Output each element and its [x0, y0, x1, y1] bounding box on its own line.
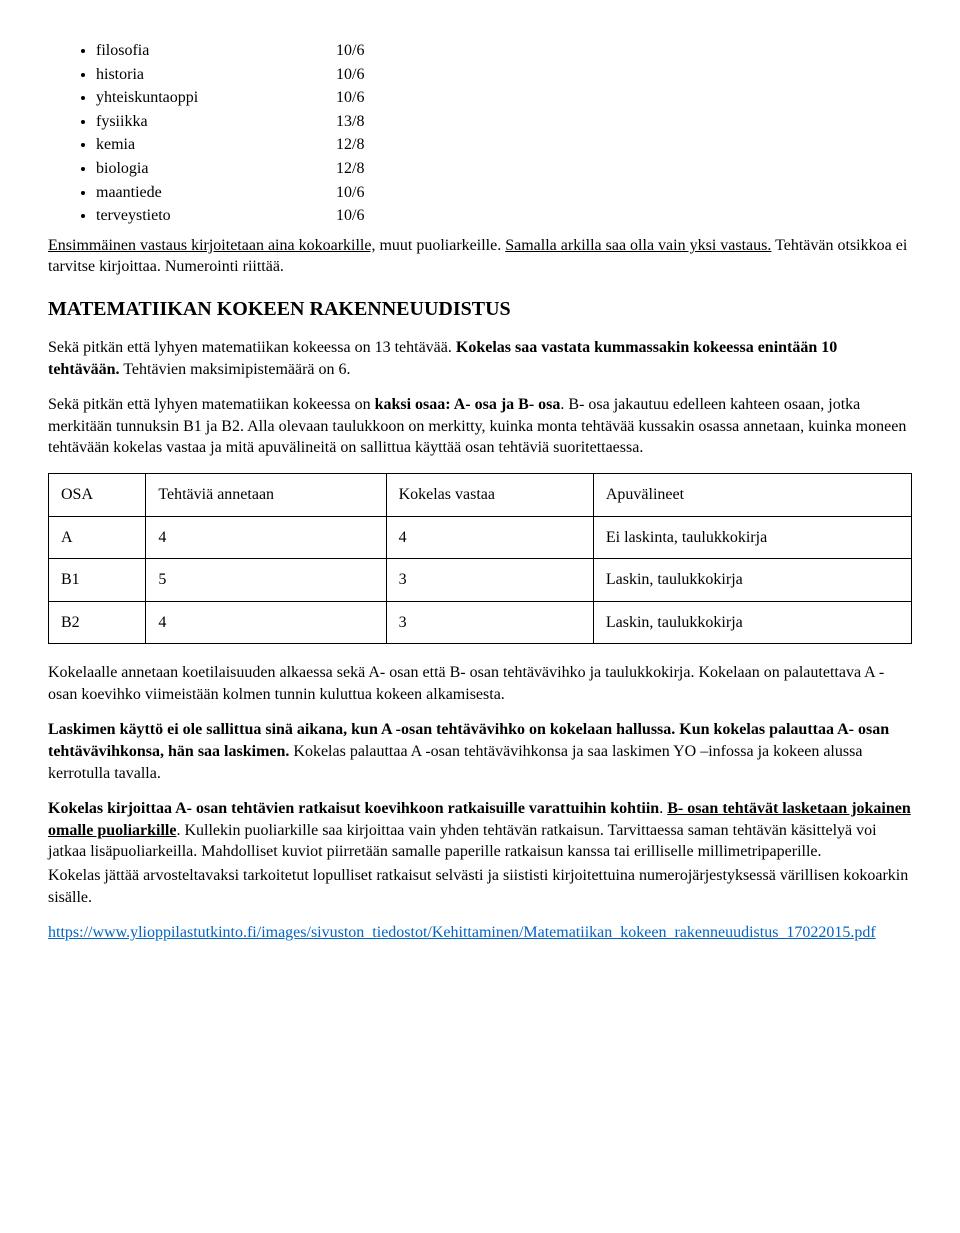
subject-list: filosofia10/6historia10/6yhteiskuntaoppi…	[48, 40, 912, 227]
subject-name: biologia	[96, 158, 336, 180]
table-cell: 3	[386, 601, 593, 644]
subject-value: 10/6	[336, 87, 364, 109]
table-header: Apuvälineet	[593, 473, 911, 516]
subject-value: 10/6	[336, 40, 364, 62]
subject-item: biologia12/8	[96, 158, 912, 180]
subject-name: fysiikka	[96, 111, 336, 133]
table-cell: 4	[146, 601, 386, 644]
subject-name: historia	[96, 64, 336, 86]
p2-bold: kaksi osaa: A- osa ja B- osa	[375, 396, 561, 413]
intro-underline-1: Ensimmäinen vastaus kirjoitetaan aina ko…	[48, 237, 375, 254]
table-cell: Laskin, taulukkokirja	[593, 601, 911, 644]
table-row: A44Ei laskinta, taulukkokirja	[49, 516, 912, 559]
subject-item: maantiede10/6	[96, 182, 912, 204]
exam-table: OSA Tehtäviä annetaan Kokelas vastaa Apu…	[48, 473, 912, 644]
p1-c: Tehtävien maksimipistemäärä on 6.	[120, 361, 351, 378]
section-heading: MATEMATIIKAN KOKEEN RAKENNEUUDISTUS	[48, 296, 912, 323]
table-body: A44Ei laskinta, taulukkokirjaB153Laskin,…	[49, 516, 912, 644]
subject-value: 10/6	[336, 182, 364, 204]
subject-item: yhteiskuntaoppi10/6	[96, 87, 912, 109]
p5-after1: .	[659, 800, 667, 817]
subject-name: terveystieto	[96, 205, 336, 227]
subject-value: 10/6	[336, 205, 364, 227]
p1-a: Sekä pitkän että lyhyen matematiikan kok…	[48, 339, 456, 356]
subject-value: 10/6	[336, 64, 364, 86]
intro-rest-1: muut puoliarkeille.	[375, 237, 505, 254]
paragraph-5-tail: Kokelas jättää arvosteltavaksi tarkoitet…	[48, 865, 912, 908]
subject-item: filosofia10/6	[96, 40, 912, 62]
paragraph-1: Sekä pitkän että lyhyen matematiikan kok…	[48, 337, 912, 380]
paragraph-5: Kokelas kirjoittaa A- osan tehtävien rat…	[48, 798, 912, 863]
subject-name: kemia	[96, 134, 336, 156]
table-cell: 3	[386, 559, 593, 602]
table-cell: Laskin, taulukkokirja	[593, 559, 911, 602]
table-head: OSA Tehtäviä annetaan Kokelas vastaa Apu…	[49, 473, 912, 516]
paragraph-2: Sekä pitkän että lyhyen matematiikan kok…	[48, 394, 912, 459]
subject-item: fysiikka13/8	[96, 111, 912, 133]
table-header-row: OSA Tehtäviä annetaan Kokelas vastaa Apu…	[49, 473, 912, 516]
table-row: B153Laskin, taulukkokirja	[49, 559, 912, 602]
table-row: B243Laskin, taulukkokirja	[49, 601, 912, 644]
table-header: Tehtäviä annetaan	[146, 473, 386, 516]
subject-name: filosofia	[96, 40, 336, 62]
table-cell: Ei laskinta, taulukkokirja	[593, 516, 911, 559]
table-cell: 4	[146, 516, 386, 559]
table-cell: B1	[49, 559, 146, 602]
intro-paragraph: Ensimmäinen vastaus kirjoitetaan aina ko…	[48, 235, 912, 278]
table-cell: 4	[386, 516, 593, 559]
paragraph-4: Laskimen käyttö ei ole sallittua sinä ai…	[48, 719, 912, 784]
p2-a: Sekä pitkän että lyhyen matematiikan kok…	[48, 396, 375, 413]
subject-value: 12/8	[336, 158, 364, 180]
table-header: OSA	[49, 473, 146, 516]
subject-item: kemia12/8	[96, 134, 912, 156]
table-header: Kokelas vastaa	[386, 473, 593, 516]
table-cell: 5	[146, 559, 386, 602]
pdf-link[interactable]: https://www.ylioppilastutkinto.fi/images…	[48, 924, 876, 941]
table-cell: B2	[49, 601, 146, 644]
subject-name: yhteiskuntaoppi	[96, 87, 336, 109]
subject-name: maantiede	[96, 182, 336, 204]
subject-item: terveystieto10/6	[96, 205, 912, 227]
subject-item: historia10/6	[96, 64, 912, 86]
link-paragraph: https://www.ylioppilastutkinto.fi/images…	[48, 922, 912, 944]
intro-underline-2: Samalla arkilla saa olla vain yksi vasta…	[505, 237, 771, 254]
table-cell: A	[49, 516, 146, 559]
p5-bold1: Kokelas kirjoittaa A- osan tehtävien rat…	[48, 800, 659, 817]
subject-value: 13/8	[336, 111, 364, 133]
subject-value: 12/8	[336, 134, 364, 156]
paragraph-3: Kokelaalle annetaan koetilaisuuden alkae…	[48, 662, 912, 705]
